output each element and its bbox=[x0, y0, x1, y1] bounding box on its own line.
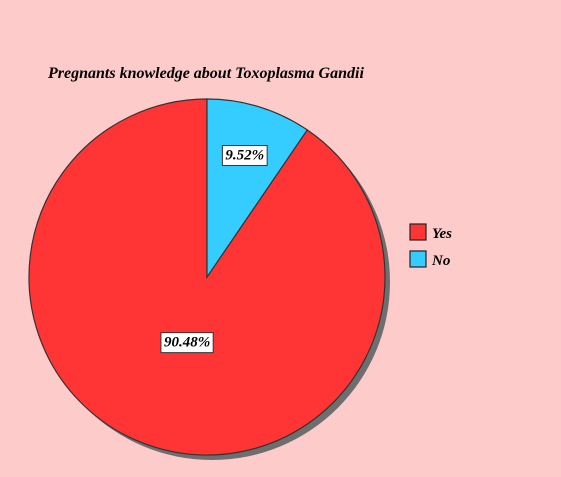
data-label-box-yes bbox=[160, 332, 214, 354]
legend-label-no: No bbox=[431, 253, 450, 269]
data-label-text-no: 9.52% bbox=[225, 148, 264, 164]
legend-swatch-yes bbox=[409, 223, 427, 241]
legend-swatch-no bbox=[409, 250, 427, 268]
legend-item-yes: Yes bbox=[409, 223, 452, 242]
chart-title: Pregnants knowledge about Toxoplasma Gan… bbox=[47, 65, 364, 82]
data-label-yes: 90.48% bbox=[160, 332, 214, 354]
legend-label-yes: Yes bbox=[432, 226, 452, 242]
legend: Yes No bbox=[409, 223, 452, 269]
data-labels: 90.48% 9.52% bbox=[160, 145, 268, 354]
pie-slices bbox=[28, 98, 386, 456]
pie-slice-no bbox=[206, 98, 309, 279]
data-label-no: 9.52% bbox=[221, 145, 268, 167]
legend-item-no: No bbox=[409, 250, 450, 269]
data-label-box-no bbox=[221, 145, 268, 167]
data-label-text-yes: 90.48% bbox=[164, 335, 210, 351]
